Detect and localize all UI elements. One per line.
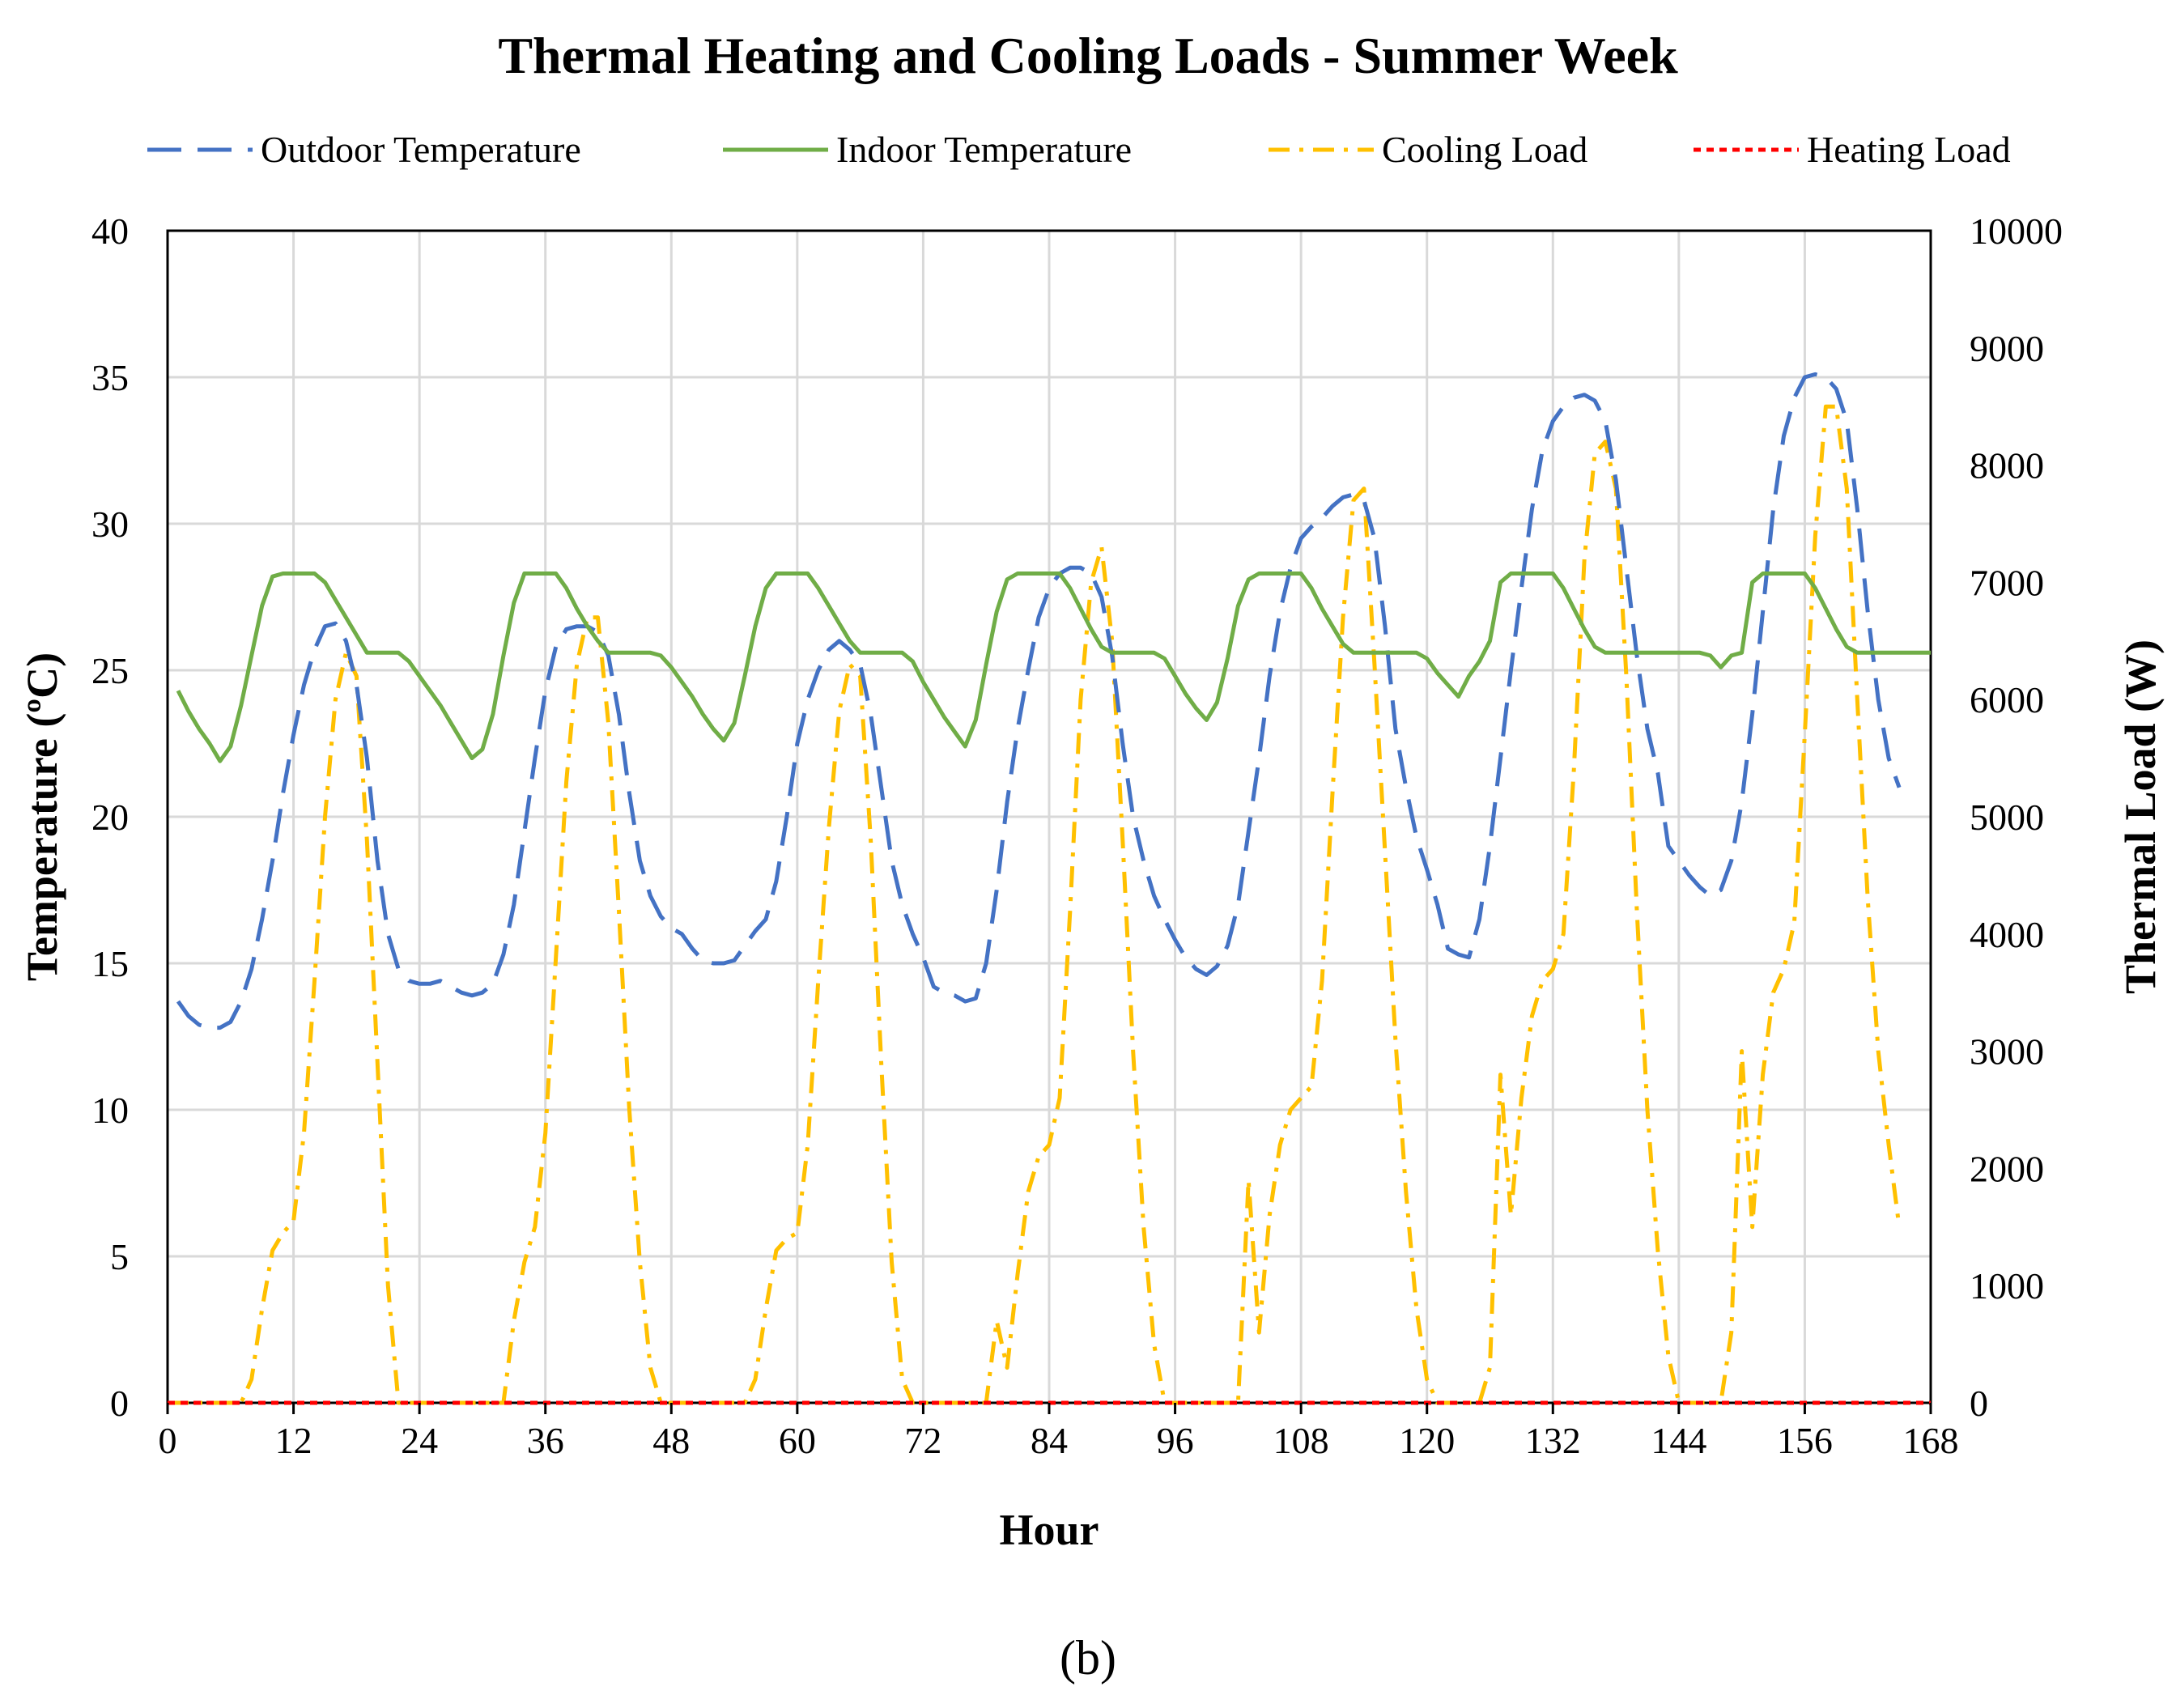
series-line-cooling-load (168, 404, 1902, 1405)
y-axis-left-label: Temperature (ºC) (18, 652, 66, 981)
y-left-tick-label: 25 (91, 650, 129, 691)
x-tick-label: 48 (652, 1420, 690, 1461)
x-tick-label: 0 (159, 1420, 177, 1461)
y-left-tick-label: 0 (110, 1383, 129, 1424)
y-left-tick-label: 15 (91, 943, 129, 984)
y-left-tick-label: 10 (91, 1090, 129, 1131)
y-right-tick-label: 5000 (1970, 797, 2044, 838)
x-tick-label: 84 (1031, 1420, 1068, 1461)
series-line-outdoor-temperature (176, 372, 1902, 1030)
x-tick-label: 132 (1525, 1420, 1581, 1461)
y-left-tick-label: 40 (91, 210, 129, 252)
x-tick-label: 12 (275, 1420, 312, 1461)
x-tick-label: 60 (779, 1420, 816, 1461)
legend-label-cooling-load: Cooling Load (1382, 129, 1587, 170)
x-tick-label: 72 (904, 1420, 941, 1461)
legend-label-heating-load: Heating Load (1807, 129, 2011, 170)
x-tick-label: 144 (1651, 1420, 1706, 1461)
x-tick-label: 36 (527, 1420, 564, 1461)
x-tick-label: 24 (401, 1420, 438, 1461)
y-left-tick-label: 20 (91, 797, 129, 838)
y-right-tick-label: 1000 (1970, 1265, 2044, 1306)
y-right-tick-label: 7000 (1970, 562, 2044, 603)
x-tick-label: 156 (1777, 1420, 1833, 1461)
y-right-tick-label: 6000 (1970, 679, 2044, 720)
y-right-tick-label: 10000 (1970, 210, 2063, 252)
x-axis-label: Hour (999, 1506, 1099, 1554)
y-right-tick-label: 8000 (1970, 445, 2044, 486)
y-left-tick-label: 5 (110, 1236, 129, 1277)
gridlines (168, 231, 1931, 1403)
panel-label: (b) (1060, 1631, 1116, 1685)
y-right-tick-label: 3000 (1970, 1031, 2044, 1073)
x-tick-label: 108 (1273, 1420, 1329, 1461)
y-right-tick-label: 0 (1970, 1383, 1988, 1424)
series-line-indoor-temperature (176, 571, 1931, 763)
y-right-tick-label: 9000 (1970, 328, 2044, 369)
legend: Outdoor Temperature Indoor Temperature Coo… (147, 129, 2011, 170)
chart-title: Thermal Heating and Cooling Loads - Summ… (498, 27, 1678, 84)
y-axis-right-label: Thermal Load (W) (2116, 639, 2165, 994)
y-left-tick-label: 30 (91, 503, 129, 545)
y-left-tick-label: 35 (91, 357, 129, 398)
y-right-tick-label: 2000 (1970, 1148, 2044, 1189)
legend-label-indoor-temperature: Indoor Temperature (836, 129, 1132, 170)
x-tick-label: 96 (1157, 1420, 1194, 1461)
tick-labels: 0 12 24 36 48 60 72 84 96 108 120 132 144 156 168 0 5 10 1… (91, 210, 2063, 1461)
y-right-tick-label: 4000 (1970, 914, 2044, 955)
x-tick-label: 120 (1399, 1420, 1455, 1461)
legend-label-outdoor-temperature: Outdoor Temperature (261, 129, 581, 170)
x-tick-label: 168 (1903, 1420, 1959, 1461)
